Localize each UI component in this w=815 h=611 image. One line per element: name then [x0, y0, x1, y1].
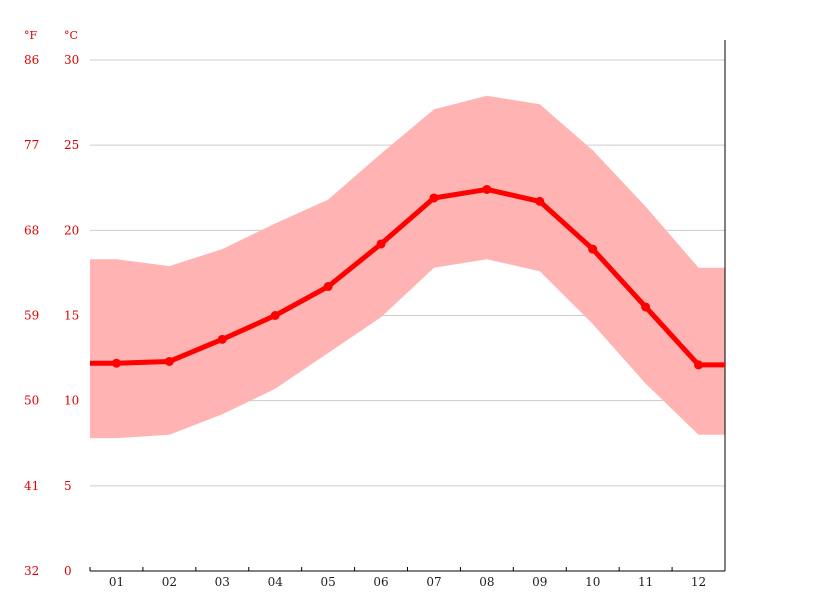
data-point-05 — [323, 282, 333, 292]
data-points — [111, 184, 704, 370]
y-tick-label-c: 15 — [64, 309, 79, 323]
fahrenheit-unit-label: °F — [24, 29, 38, 42]
y-tick-label-c: 0 — [64, 564, 72, 578]
data-point-08 — [482, 184, 492, 194]
y-tick-label-f: 86 — [24, 53, 39, 67]
data-point-07 — [429, 193, 439, 203]
y-tick-label-c: 25 — [64, 138, 79, 152]
x-tick-label: 03 — [215, 575, 230, 589]
data-point-09 — [535, 196, 545, 206]
y-tick-label-f: 41 — [24, 479, 39, 493]
y-tick-label-f: 50 — [24, 394, 39, 408]
x-axis-labels: 01 02 03 04 05 06 07 08 09 10 11 12 — [109, 575, 706, 589]
y-tick-label-c: 20 — [64, 223, 79, 237]
x-axis — [89, 567, 726, 572]
data-point-11 — [641, 302, 651, 312]
y-tick-label-f: 59 — [24, 309, 39, 323]
y-axis-labels: °F °C 32 0 41 5 50 10 59 15 68 20 77 25 86 30 — [24, 29, 79, 578]
x-tick-label: 07 — [426, 575, 441, 589]
data-point-02 — [164, 356, 174, 366]
data-point-06 — [376, 239, 386, 249]
x-tick-label: 11 — [638, 575, 653, 589]
x-tick-label: 01 — [109, 575, 124, 589]
y-tick-label-f: 68 — [24, 223, 39, 237]
y-tick-label-c: 30 — [64, 53, 79, 67]
data-point-01 — [111, 358, 121, 368]
x-tick-label: 05 — [320, 575, 335, 589]
x-tick-label: 02 — [162, 575, 177, 589]
x-tick-label: 10 — [585, 575, 600, 589]
data-point-10 — [588, 244, 598, 254]
temperature-range-band — [90, 95, 725, 439]
x-tick-label: 08 — [479, 575, 494, 589]
y-tick-label-c: 5 — [64, 479, 72, 493]
celsius-unit-label: °C — [64, 29, 78, 42]
y-tick-label-f: 32 — [24, 564, 39, 578]
x-tick-label: 06 — [373, 575, 388, 589]
data-point-03 — [217, 334, 227, 344]
x-tick-label: 09 — [532, 575, 547, 589]
x-tick-label: 04 — [268, 575, 284, 589]
mean-temperature-line — [90, 186, 725, 368]
data-point-12 — [694, 360, 704, 370]
y-tick-label-f: 77 — [24, 138, 39, 152]
x-tick-label: 12 — [691, 575, 706, 589]
data-point-04 — [270, 311, 280, 320]
y-tick-label-c: 10 — [64, 394, 79, 408]
